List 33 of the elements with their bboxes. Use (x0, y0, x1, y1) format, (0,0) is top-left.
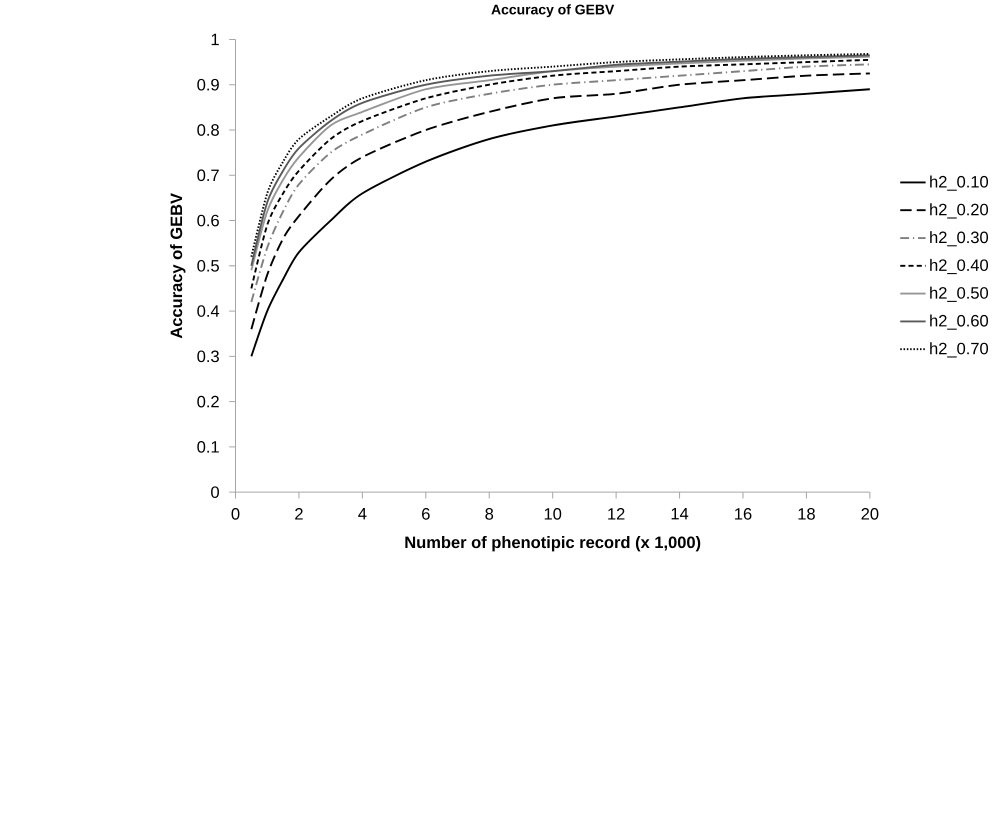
x-tick-label: 4 (358, 508, 366, 520)
y-tick-label: 0.9 (197, 78, 219, 91)
x-tick-label: 18 (798, 508, 815, 520)
legend-label: h2_0.40 (930, 258, 988, 274)
x-tick-label: 6 (422, 508, 430, 520)
y-tick-label: 0.6 (197, 214, 219, 226)
y-tick-label: 0 (211, 486, 219, 498)
x-tick-label: 2 (295, 508, 303, 520)
x-tick-label: 14 (672, 508, 688, 520)
x-tick-label: 20 (862, 508, 878, 520)
y-tick-label: 0.7 (197, 169, 219, 182)
legend-label: h2_0.20 (930, 203, 988, 218)
y-tick-label: 0.3 (197, 350, 219, 362)
y-tick-label: 0.1 (197, 441, 219, 453)
x-tick-label: 12 (608, 508, 624, 520)
legend-label: h2_0.10 (930, 175, 988, 191)
chart-title: Accuracy of GEBV (491, 4, 614, 18)
x-tick-label: 8 (485, 508, 494, 520)
x-tick-label: 16 (735, 508, 752, 520)
legend-label: h2_0.70 (930, 342, 988, 358)
legend-label: h2_0.50 (930, 286, 988, 302)
x-tick-label: 10 (544, 508, 562, 520)
y-tick-label: 0.5 (197, 260, 219, 272)
x-tick-label: 0 (232, 508, 240, 520)
y-tick-label: 1 (212, 34, 219, 46)
y-tick-label: 0.2 (197, 396, 219, 408)
legend-label: h2_0.60 (930, 314, 988, 330)
y-tick-label: 0.4 (197, 305, 220, 317)
line-series (250, 88, 871, 358)
y-axis-title: Accuracy of GEBV (170, 193, 186, 338)
y-tick-label: 0.8 (197, 124, 219, 136)
x-axis-title: Number of phenotipic record (x 1,000) (405, 536, 700, 552)
legend-label: h2_0.30 (930, 231, 988, 246)
